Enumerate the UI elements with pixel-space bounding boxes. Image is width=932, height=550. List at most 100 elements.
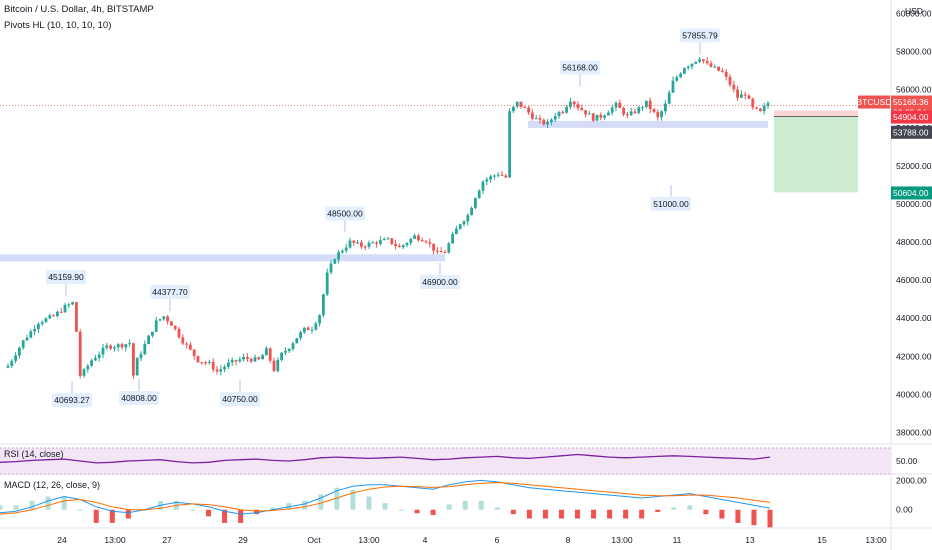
candle-body — [170, 321, 173, 326]
rsi-value-label: 50.00 — [896, 456, 918, 466]
candle-body — [249, 358, 253, 362]
candle-body — [496, 174, 500, 176]
macd-histogram-bar — [302, 500, 308, 510]
take-profit-zone — [774, 116, 858, 193]
macd-histogram-bar — [141, 509, 147, 511]
candle-body — [470, 207, 473, 216]
candle-body — [318, 315, 321, 324]
macd-histogram-bar — [13, 505, 19, 510]
candle-body — [671, 80, 675, 93]
candle-body — [371, 242, 375, 244]
candle-body — [113, 347, 116, 349]
pivot-label: 48500.00 — [327, 209, 363, 219]
candle-body — [565, 106, 568, 113]
candle-body — [200, 362, 204, 364]
candle-body — [523, 106, 527, 108]
candle-body — [648, 100, 652, 110]
candle-body — [284, 351, 287, 353]
candle-body — [439, 251, 443, 253]
candle-body — [762, 106, 766, 112]
macd-histogram-bar — [414, 509, 420, 514]
candle-body — [443, 252, 447, 254]
candle-body — [230, 360, 234, 363]
macd-histogram-bar — [558, 509, 564, 519]
candle-body — [379, 240, 382, 244]
candle-body — [97, 354, 101, 359]
candle-body — [698, 59, 701, 62]
pivot-label: 40750.00 — [222, 394, 258, 404]
candle-body — [542, 119, 546, 125]
chart-title: Bitcoin / U.S. Dollar, 4h, BITSTAMP — [4, 4, 154, 15]
candle-body — [10, 360, 14, 366]
candle-body — [295, 338, 299, 344]
macd-histogram-bar — [462, 500, 468, 510]
candle-body — [128, 343, 131, 345]
candle-body — [94, 358, 97, 361]
candle-body — [637, 107, 641, 113]
candle-body — [268, 348, 272, 361]
candle-body — [500, 174, 504, 176]
candle-body — [204, 362, 207, 364]
candle-body — [341, 250, 344, 253]
macd-histogram-bar — [398, 509, 404, 511]
candle-body — [382, 238, 386, 241]
candle-body — [86, 365, 90, 370]
candle-body — [78, 331, 82, 376]
candle-body — [474, 198, 477, 208]
candle-body — [424, 241, 428, 243]
macd-histogram-bar — [510, 509, 516, 515]
candle-body — [656, 111, 660, 118]
candle-body — [485, 179, 489, 182]
y-tick-label: 56000.00 — [896, 85, 932, 95]
candle-body — [740, 94, 743, 98]
candle-body — [622, 107, 625, 115]
x-tick-label: 13:00 — [611, 535, 633, 545]
candle-body — [306, 327, 310, 331]
candle-body — [599, 114, 603, 118]
candle-body — [303, 327, 306, 333]
candle-body — [40, 322, 44, 324]
candle-body — [63, 304, 67, 313]
candle-body — [109, 345, 112, 349]
candle-body — [227, 362, 230, 367]
x-tick-label: 15 — [817, 535, 827, 545]
y-tick-label: 38000.00 — [896, 427, 932, 437]
pivot-label-box — [325, 206, 365, 221]
candle-body — [147, 335, 150, 345]
price-tag-value: 53788.00 — [893, 127, 929, 137]
x-tick-label: 13:00 — [865, 535, 887, 545]
pivot-label: 56168.00 — [562, 62, 598, 72]
candle-body — [534, 118, 538, 120]
candle-body — [238, 359, 242, 362]
candle-body — [747, 95, 751, 99]
macd-histogram-bar — [270, 507, 276, 510]
candle-body — [546, 121, 549, 125]
candle-body — [607, 112, 610, 116]
pivot-label-box — [680, 28, 720, 43]
candle-body — [143, 344, 147, 355]
y-tick-label: 58000.00 — [896, 47, 932, 57]
candle-body — [717, 66, 720, 71]
candle-body — [489, 176, 492, 180]
macd-histogram-bar — [61, 496, 67, 510]
macd-histogram-bar — [382, 503, 388, 510]
macd-tick-label: 2000.00 — [896, 475, 927, 485]
candle-body — [641, 107, 644, 109]
candle-body — [675, 77, 679, 81]
candle-body — [610, 107, 614, 113]
candle-body — [322, 294, 325, 316]
candle-body — [71, 302, 74, 305]
candle-body — [287, 348, 291, 352]
candle-body — [527, 107, 530, 113]
pivot-label: 45159.90 — [48, 272, 84, 282]
macd-histogram-bar — [655, 509, 661, 512]
pivot-label-box — [46, 270, 86, 285]
macd-histogram-bar — [366, 496, 372, 510]
x-tick-label: 6 — [495, 535, 500, 545]
candle-body — [375, 242, 378, 244]
candle-body — [736, 89, 739, 98]
macd-histogram-bar — [703, 509, 709, 515]
macd-histogram-bar — [494, 507, 500, 510]
support-zone — [528, 120, 768, 128]
